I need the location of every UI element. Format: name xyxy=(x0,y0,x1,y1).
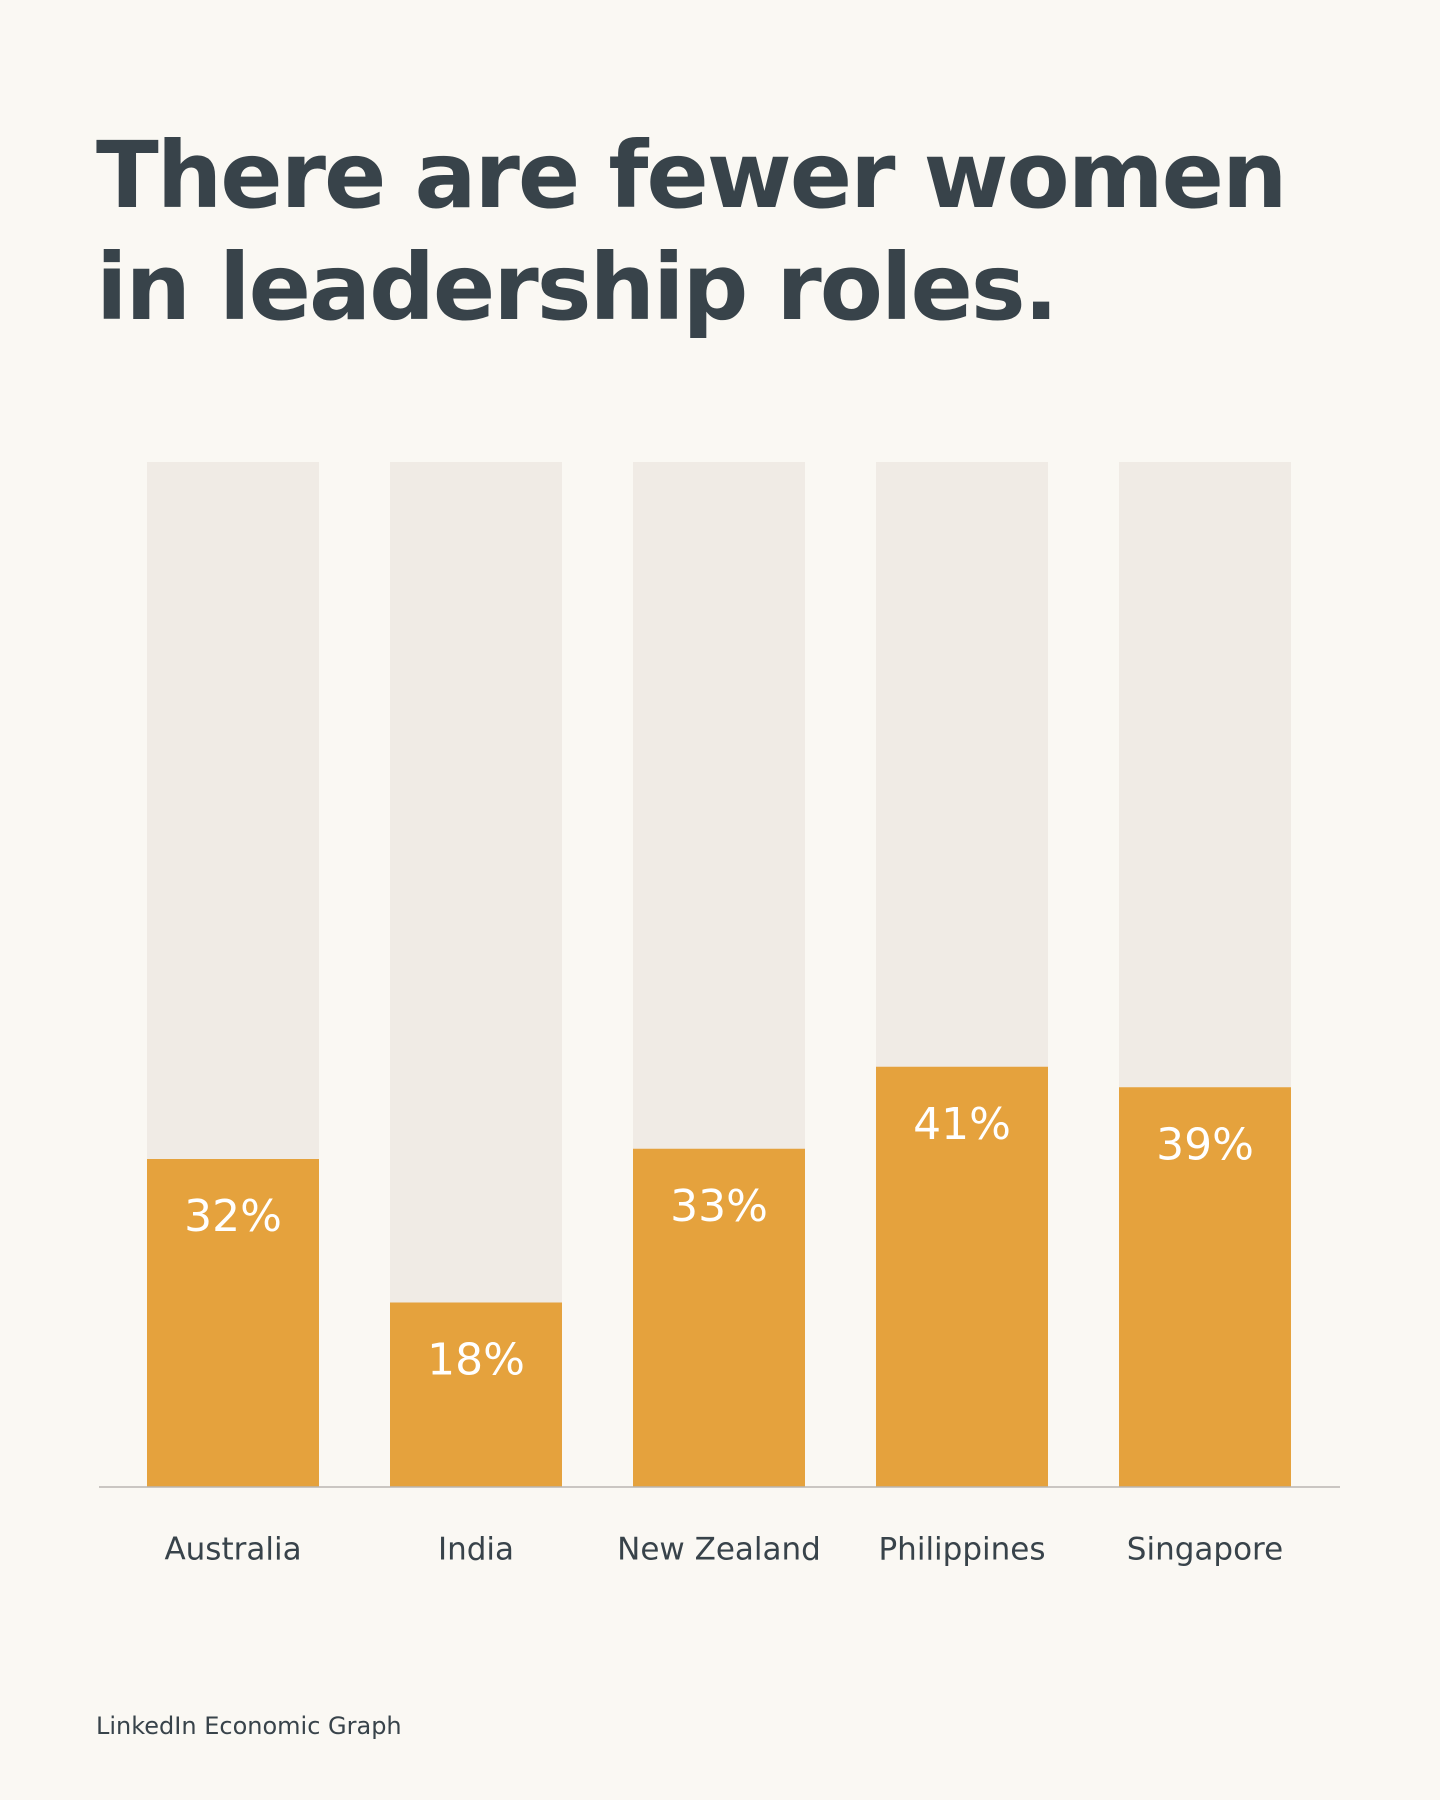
bar xyxy=(1119,1087,1291,1487)
chart-title: There are fewer women in leadership role… xyxy=(96,122,1288,341)
value-label: 32% xyxy=(184,1191,282,1242)
x-tick-label: Singapore xyxy=(1127,1532,1283,1568)
x-tick-label: India xyxy=(438,1532,514,1568)
x-tick-label: Australia xyxy=(164,1532,301,1568)
value-label: 18% xyxy=(427,1335,525,1386)
value-label: 33% xyxy=(670,1181,768,1232)
source-note: LinkedIn Economic Graph xyxy=(96,1712,402,1740)
x-tick-label: New Zealand xyxy=(617,1532,821,1568)
x-tick-label: Philippines xyxy=(878,1532,1045,1568)
value-label: 39% xyxy=(1156,1119,1254,1170)
bar xyxy=(147,1159,319,1487)
bar xyxy=(390,1302,562,1487)
value-label: 41% xyxy=(913,1099,1011,1150)
bar xyxy=(633,1148,805,1487)
bar xyxy=(876,1066,1048,1487)
